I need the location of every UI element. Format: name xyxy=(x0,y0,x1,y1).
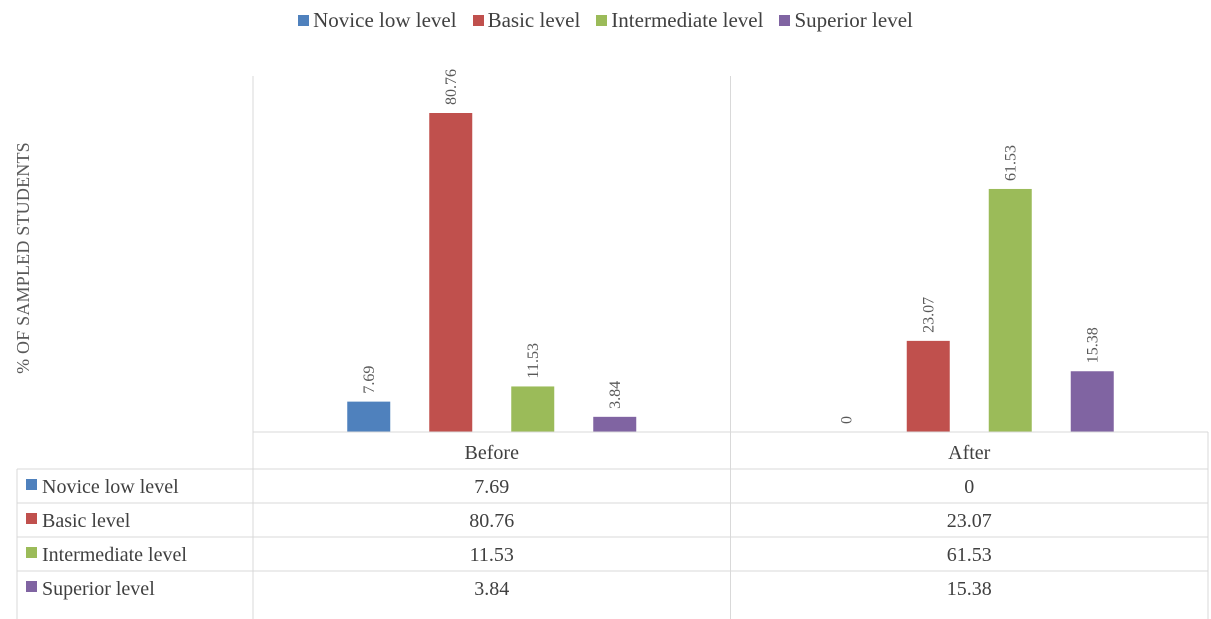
data-label-basic-level-after: 23.07 xyxy=(920,297,937,333)
bar-basic-level-after xyxy=(906,340,950,432)
table-cell-intermediate-level-after: 61.53 xyxy=(947,544,992,566)
legend-item-basic-level: Basic level xyxy=(472,8,581,33)
legend-label: Basic level xyxy=(487,8,581,32)
table-row-label-superior-level: Superior level xyxy=(42,578,155,600)
table-row-label-novice-low-level: Novice low level xyxy=(42,476,179,498)
bar-superior-level-after xyxy=(1070,371,1114,432)
legend-item-intermediate-level: Intermediate level xyxy=(596,8,763,33)
legend-swatch xyxy=(779,15,791,26)
legend-swatch xyxy=(596,15,608,26)
table-swatch-superior-level xyxy=(26,581,37,592)
table-cell-basic-level-after: 23.07 xyxy=(947,510,992,532)
table-row-label-basic-level: Basic level xyxy=(42,510,131,532)
chart-legend: Novice low level Basic level Intermediate … xyxy=(0,8,1211,33)
data-label-novice-low-level-after: 0 xyxy=(838,416,855,424)
data-label-superior-level-after: 15.38 xyxy=(1084,327,1101,363)
legend-label: Novice low level xyxy=(313,8,457,32)
data-label-basic-level-before: 80.76 xyxy=(443,69,460,105)
table-row-label-intermediate-level: Intermediate level xyxy=(42,544,187,566)
category-label-after: After xyxy=(948,442,991,464)
bar-superior-level-before xyxy=(593,416,637,432)
table-cell-superior-level-before: 3.84 xyxy=(474,578,509,600)
table-swatch-basic-level xyxy=(26,513,37,524)
table-cell-novice-low-level-after: 0 xyxy=(964,476,974,498)
bar-novice-low-level-before xyxy=(347,401,391,432)
table-cell-basic-level-before: 80.76 xyxy=(469,510,514,532)
table-swatch-novice-low-level xyxy=(26,479,37,490)
table-cell-novice-low-level-before: 7.69 xyxy=(474,476,509,498)
data-label-intermediate-level-after: 61.53 xyxy=(1002,145,1019,181)
bar-basic-level-before xyxy=(429,113,473,432)
table-cell-intermediate-level-before: 11.53 xyxy=(470,544,514,566)
bar-intermediate-level-before xyxy=(511,386,555,432)
legend-item-superior-level: Superior level xyxy=(779,8,913,33)
legend-label: Superior level xyxy=(794,8,913,32)
table-cell-superior-level-after: 15.38 xyxy=(947,578,992,600)
legend-swatch xyxy=(472,15,484,26)
table-swatch-intermediate-level xyxy=(26,547,37,558)
legend-item-novice-low-level: Novice low level xyxy=(298,8,457,33)
data-label-superior-level-before: 3.84 xyxy=(607,381,624,409)
bar-intermediate-level-after xyxy=(988,188,1032,432)
data-label-novice-low-level-before: 7.69 xyxy=(361,366,378,394)
category-label-before: Before xyxy=(465,442,520,464)
legend-swatch xyxy=(298,15,310,26)
y-axis-title: % OF SAMPLED STUDENTS xyxy=(13,142,33,374)
legend-label: Intermediate level xyxy=(611,8,764,32)
data-label-intermediate-level-before: 11.53 xyxy=(525,343,542,378)
